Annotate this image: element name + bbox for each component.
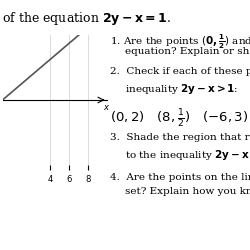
Text: to the inequality $\mathbf{2y - x > 1}$.: to the inequality $\mathbf{2y - x > 1}$.: [125, 148, 250, 162]
Text: inequality $\mathbf{2y - x > 1}$:: inequality $\mathbf{2y - x > 1}$:: [125, 82, 238, 96]
Text: $(0, 2)$   $(8, \frac{1}{2})$   $(-6, 3)$   $(-7, -3)$: $(0, 2)$ $(8, \frac{1}{2})$ $(-6, 3)$ $(…: [110, 108, 250, 130]
Text: set? Explain how you know.: set? Explain how you know.: [125, 188, 250, 196]
Text: 3.  Shade the region that represents: 3. Shade the region that represents: [110, 132, 250, 141]
Text: 1. Are the points $(\mathbf{0, \frac{1}{2}})$ and $(-7,-3)$ s: 1. Are the points $(\mathbf{0, \frac{1}{…: [110, 32, 250, 51]
Text: equation? Explain or show how yo: equation? Explain or show how yo: [125, 48, 250, 56]
Text: of the equation $\mathbf{2y - x = 1}$.: of the equation $\mathbf{2y - x = 1}$.: [2, 10, 172, 27]
Text: x: x: [103, 103, 108, 112]
Text: 2.  Check if each of these points is a: 2. Check if each of these points is a: [110, 68, 250, 76]
Text: 4.  Are the points on the line include: 4. Are the points on the line include: [110, 172, 250, 182]
